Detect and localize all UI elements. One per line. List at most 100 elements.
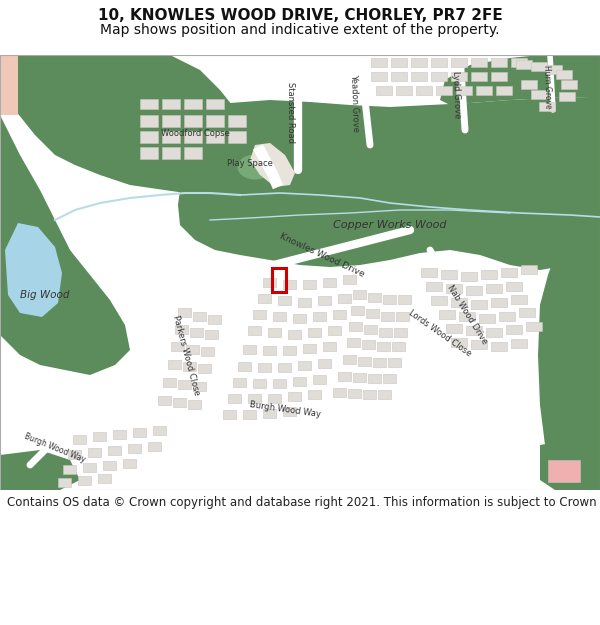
Bar xyxy=(519,308,535,317)
Bar xyxy=(162,147,180,159)
Bar xyxy=(228,394,241,403)
Bar xyxy=(298,361,311,370)
Polygon shape xyxy=(538,255,600,490)
Bar xyxy=(293,377,306,386)
Bar xyxy=(347,338,360,347)
Bar xyxy=(546,65,562,74)
Bar xyxy=(511,339,527,348)
Polygon shape xyxy=(540,440,600,490)
Bar xyxy=(506,325,522,334)
Bar xyxy=(436,86,452,95)
Bar xyxy=(186,345,199,354)
Bar xyxy=(171,342,184,351)
Bar xyxy=(446,284,462,293)
Bar xyxy=(521,265,537,274)
Bar xyxy=(548,460,580,482)
Bar xyxy=(88,448,101,457)
Bar xyxy=(471,58,487,67)
Bar xyxy=(238,362,251,371)
Bar xyxy=(338,372,351,381)
Bar xyxy=(556,70,572,79)
Bar xyxy=(398,295,411,304)
Bar xyxy=(263,409,276,418)
Bar xyxy=(193,382,206,391)
Bar xyxy=(373,358,386,367)
Bar xyxy=(184,99,202,109)
Bar xyxy=(148,442,161,451)
Bar xyxy=(459,312,475,321)
Bar xyxy=(323,342,336,351)
Bar xyxy=(426,282,442,291)
Bar xyxy=(366,309,379,318)
Bar xyxy=(205,330,218,339)
Bar xyxy=(206,99,224,109)
Bar xyxy=(188,400,201,409)
Bar xyxy=(383,374,396,383)
Bar xyxy=(364,325,377,334)
Bar xyxy=(377,342,390,351)
Polygon shape xyxy=(0,55,18,115)
Bar xyxy=(491,72,507,81)
Bar xyxy=(559,92,575,101)
Bar xyxy=(439,310,455,319)
Bar xyxy=(476,86,492,95)
Bar xyxy=(190,328,203,337)
Bar xyxy=(379,328,392,337)
Bar xyxy=(531,90,547,99)
Bar xyxy=(288,330,301,339)
Bar xyxy=(223,410,236,419)
Bar xyxy=(184,115,202,127)
Bar xyxy=(381,312,394,321)
Bar xyxy=(158,396,171,405)
Bar xyxy=(368,374,381,383)
Polygon shape xyxy=(0,450,80,490)
Bar xyxy=(233,378,246,387)
Text: 10, KNOWLES WOOD DRIVE, CHORLEY, PR7 2FE: 10, KNOWLES WOOD DRIVE, CHORLEY, PR7 2FE xyxy=(98,8,502,23)
Bar xyxy=(162,99,180,109)
Text: Parkers Wood Close: Parkers Wood Close xyxy=(171,314,201,396)
Text: Lords Wood Close: Lords Wood Close xyxy=(407,308,473,358)
Bar xyxy=(184,147,202,159)
Bar xyxy=(333,310,346,319)
Bar xyxy=(479,314,495,323)
Bar xyxy=(481,270,497,279)
Bar xyxy=(206,115,224,127)
Bar xyxy=(113,430,126,439)
Bar xyxy=(499,312,515,321)
Bar xyxy=(511,58,527,67)
Bar xyxy=(140,147,158,159)
Polygon shape xyxy=(178,97,600,270)
Bar xyxy=(338,294,351,303)
Bar xyxy=(123,459,136,468)
Bar xyxy=(506,282,522,291)
Text: Hurn Grove: Hurn Grove xyxy=(542,65,552,109)
Bar xyxy=(153,426,166,435)
Bar xyxy=(441,270,457,279)
Polygon shape xyxy=(440,55,600,105)
Bar xyxy=(451,72,467,81)
Bar xyxy=(140,99,158,109)
Bar xyxy=(362,340,375,349)
Bar xyxy=(263,278,276,287)
Bar xyxy=(248,394,261,403)
Bar xyxy=(183,362,196,371)
Bar xyxy=(248,326,261,335)
Bar xyxy=(73,435,86,444)
Bar xyxy=(178,308,191,317)
Bar xyxy=(561,80,577,89)
Bar xyxy=(103,461,116,470)
Bar xyxy=(83,463,96,472)
Bar xyxy=(376,86,392,95)
Bar xyxy=(243,410,256,419)
Bar xyxy=(466,286,482,295)
Text: Play Space: Play Space xyxy=(227,159,273,168)
Polygon shape xyxy=(250,143,295,187)
Bar xyxy=(318,296,331,305)
Bar xyxy=(303,344,316,353)
Text: Yeadon Grove: Yeadon Grove xyxy=(349,74,361,132)
Bar xyxy=(371,72,387,81)
Bar xyxy=(140,115,158,127)
Bar xyxy=(206,131,224,143)
Bar xyxy=(253,379,266,388)
Bar xyxy=(491,342,507,351)
